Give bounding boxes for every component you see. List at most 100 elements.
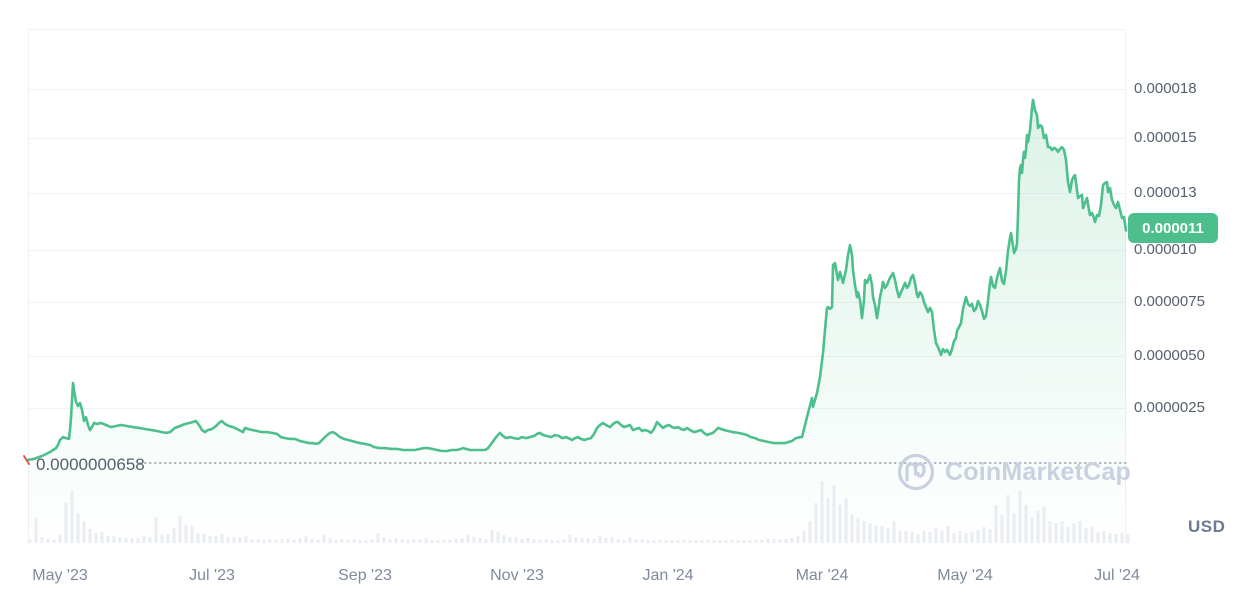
volume-bar: [34, 518, 38, 543]
volume-bar: [574, 537, 578, 543]
volume-bar: [832, 485, 836, 543]
volume-bar: [604, 538, 608, 543]
volume-bar: [160, 535, 164, 543]
volume-bar: [232, 537, 236, 543]
y-axis-tick-label: 0.000015: [1134, 129, 1197, 146]
volume-bar: [874, 525, 878, 543]
volume-bar: [712, 540, 716, 543]
volume-bar: [1054, 523, 1058, 543]
y-axis-tick-label: 0.000018: [1134, 80, 1197, 97]
volume-bar: [616, 539, 620, 543]
x-axis-tick-label: Nov '23: [490, 567, 544, 584]
volume-bar: [628, 537, 632, 543]
volume-bar: [742, 540, 746, 543]
volume-bar: [442, 540, 446, 543]
volume-bar: [508, 537, 512, 543]
volume-bar: [28, 540, 32, 543]
volume-bar: [100, 532, 104, 543]
volume-bar: [940, 531, 944, 543]
volume-bar: [868, 523, 872, 543]
volume-bar: [886, 528, 890, 543]
volume-bar: [1078, 521, 1082, 543]
volume-bar: [310, 539, 314, 543]
volume-bar: [922, 531, 926, 543]
volume-bar: [766, 539, 770, 543]
volume-bar: [1018, 491, 1022, 543]
volume-bar: [460, 538, 464, 543]
volume-bar: [406, 540, 410, 543]
volume-bar: [88, 529, 92, 543]
volume-bar: [448, 540, 452, 543]
volume-bar: [202, 534, 206, 543]
volume-bar: [298, 538, 302, 543]
current-price-badge: 0.000011: [1128, 213, 1218, 243]
volume-bar: [676, 540, 680, 543]
volume-bar: [394, 538, 398, 543]
volume-bar: [358, 540, 362, 543]
volume-bar: [658, 540, 662, 543]
volume-bar: [478, 538, 482, 543]
volume-bar: [322, 535, 326, 543]
volume-bar: [736, 540, 740, 543]
x-axis-tick-label: Jul '23: [189, 567, 235, 584]
x-axis-tick-label: Mar '24: [795, 567, 849, 584]
volume-bar: [262, 540, 266, 543]
volume-bar: [118, 537, 122, 543]
volume-bar: [472, 537, 476, 543]
volume-bar: [280, 539, 284, 543]
y-axis-tick-label: 0.0000025: [1134, 399, 1205, 416]
watermark: CoinMarketCap: [896, 452, 1131, 492]
volume-bar: [190, 526, 194, 543]
volume-bar: [94, 533, 98, 543]
price-area-fill: [28, 99, 1126, 546]
volume-bar: [550, 540, 554, 543]
volume-bar: [532, 539, 536, 543]
volume-bar: [754, 540, 758, 543]
volume-bar: [154, 517, 158, 543]
volume-bar: [268, 539, 272, 543]
volume-bar: [526, 538, 530, 543]
price-line: [26, 98, 1128, 462]
volume-bar: [910, 532, 914, 543]
volume-bar: [892, 521, 896, 543]
volume-bar: [1066, 527, 1070, 543]
volume-bar: [916, 534, 920, 543]
volume-bar: [682, 540, 686, 543]
volume-bar: [844, 498, 848, 543]
volume-bar: [1108, 533, 1112, 543]
volume-bar: [904, 531, 908, 543]
volume-bar: [220, 534, 224, 543]
volume-bar: [52, 540, 56, 543]
volume-bar: [184, 525, 188, 543]
volume-bar: [250, 539, 254, 543]
volume-bar: [952, 533, 956, 543]
volume-bar: [178, 516, 182, 543]
coinmarketcap-logo-icon: [897, 453, 935, 491]
volume-bar: [346, 540, 350, 543]
volume-bar: [1060, 521, 1064, 543]
volume-bar: [436, 540, 440, 543]
volume-bar: [700, 540, 704, 543]
volume-bar: [1102, 531, 1106, 543]
volume-bar: [562, 539, 566, 543]
volume-bar: [1006, 495, 1010, 543]
volume-bar: [1036, 511, 1040, 543]
volume-bar: [1084, 528, 1088, 543]
volume-bar: [214, 536, 218, 543]
y-axis-tick-label: 0.000013: [1134, 184, 1197, 201]
volume-bar: [364, 540, 368, 543]
volume-bar: [286, 539, 290, 543]
volume-bar: [502, 535, 506, 543]
volume-bar: [1120, 533, 1124, 543]
volume-bar: [328, 538, 332, 543]
x-axis-tick-label: Sep '23: [338, 567, 392, 584]
volume-bar: [292, 540, 296, 543]
currency-label: USD: [1188, 517, 1226, 536]
volume-bar: [208, 536, 212, 543]
volume-bar: [484, 539, 488, 543]
volume-bar: [664, 540, 668, 543]
volume-bar: [136, 538, 140, 543]
volume-bar: [40, 537, 44, 543]
volume-bar: [238, 537, 242, 543]
